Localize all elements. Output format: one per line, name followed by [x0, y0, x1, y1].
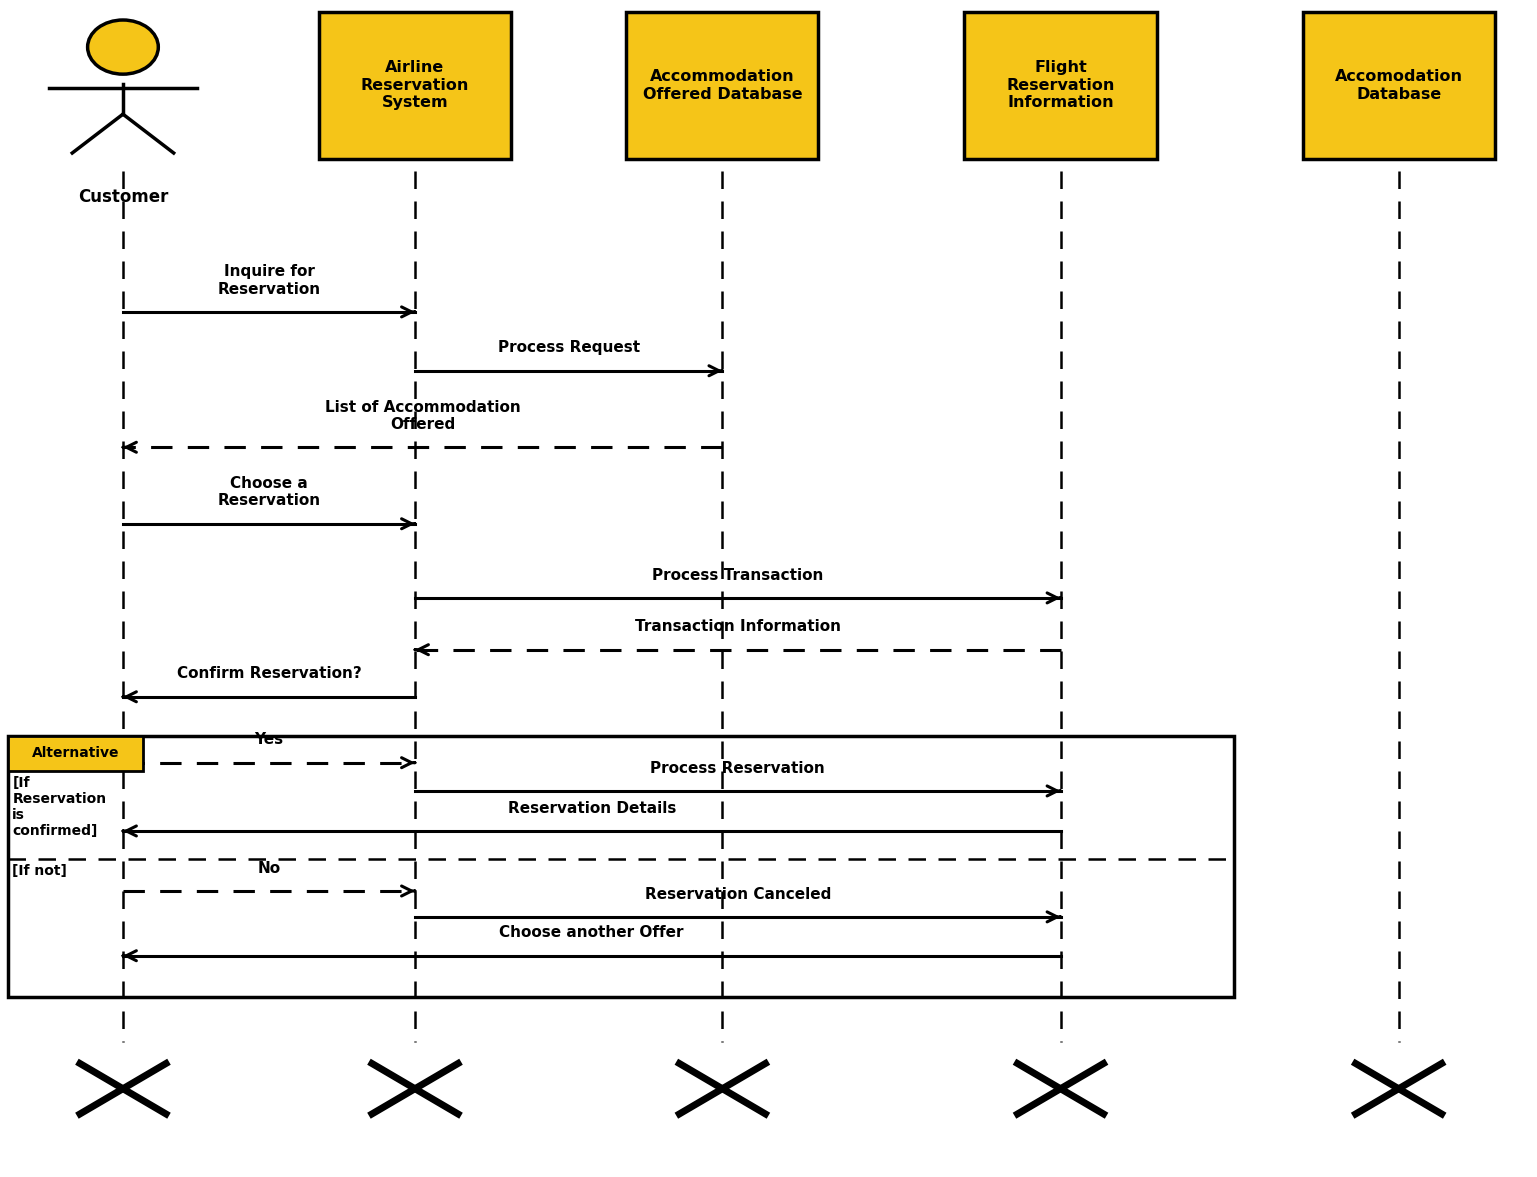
Text: No: No: [257, 860, 281, 876]
Text: Reservation Details: Reservation Details: [507, 800, 676, 816]
Circle shape: [88, 20, 158, 74]
Text: Accommodation
Offered Database: Accommodation Offered Database: [642, 69, 802, 101]
Text: Process Transaction: Process Transaction: [652, 567, 824, 583]
Text: [If not]: [If not]: [12, 864, 68, 878]
Bar: [320, 12, 510, 159]
Text: Accomodation
Database: Accomodation Database: [1334, 69, 1463, 101]
Bar: [1303, 12, 1496, 159]
Text: Process Reservation: Process Reservation: [650, 760, 825, 776]
Text: Flight
Reservation
Information: Flight Reservation Information: [1007, 60, 1114, 111]
Text: Yes: Yes: [255, 732, 283, 747]
Text: Choose a
Reservation: Choose a Reservation: [217, 476, 321, 508]
Text: Choose another Offer: Choose another Offer: [500, 925, 684, 940]
Bar: [627, 12, 819, 159]
Text: Inquire for
Reservation: Inquire for Reservation: [217, 264, 321, 297]
Bar: [8, 736, 143, 771]
Text: Transaction Information: Transaction Information: [635, 619, 841, 634]
Text: Process Request: Process Request: [498, 340, 639, 355]
Text: Reservation Canceled: Reservation Canceled: [644, 886, 832, 902]
Text: Alternative: Alternative: [32, 746, 118, 760]
Text: List of Accommodation
Offered: List of Accommodation Offered: [324, 399, 521, 432]
Text: Customer: Customer: [78, 188, 168, 206]
Text: [If
Reservation
is
confirmed]: [If Reservation is confirmed]: [12, 776, 106, 838]
Text: Airline
Reservation
System: Airline Reservation System: [361, 60, 469, 111]
Text: Confirm Reservation?: Confirm Reservation?: [177, 666, 361, 681]
Bar: [965, 12, 1157, 159]
Bar: [8, 736, 1234, 997]
